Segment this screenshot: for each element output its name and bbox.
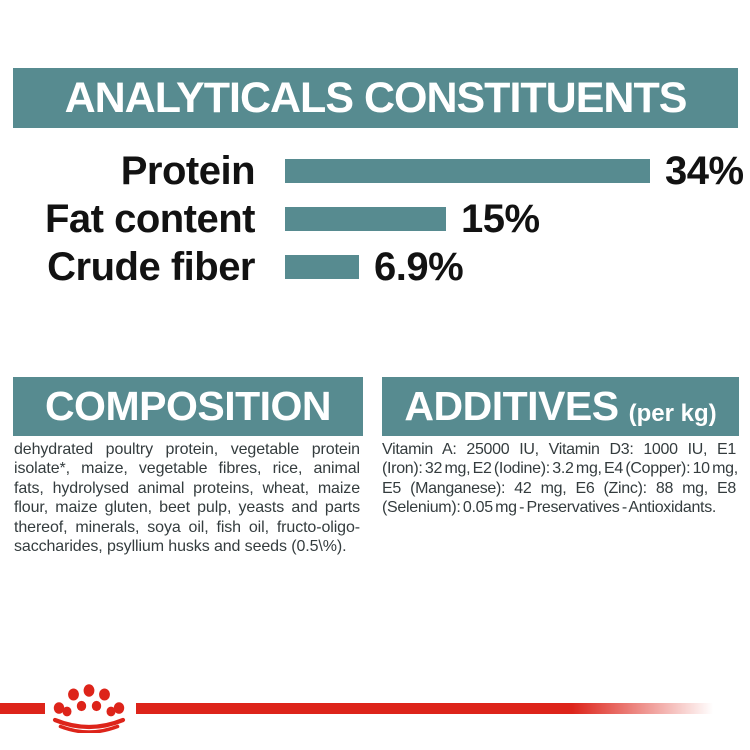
chart-bar-crude-fiber <box>285 255 359 279</box>
text-line: isolate*, maize, vegetable fibres, rice,… <box>14 460 360 478</box>
chart-value-label: 15% <box>461 197 540 241</box>
text-line: fats, hydrolysed animal proteins, wheat,… <box>14 479 360 497</box>
additives-title: ADDITIVES <box>404 383 619 429</box>
chart-category-label: Crude fiber <box>47 245 255 289</box>
chart-category-label: Protein <box>120 149 256 193</box>
chart-row-crude-fiber: Crude fiber 6.9% <box>0 245 750 289</box>
analyticals-title: ANALYTICALS CONSTITUENTS <box>64 73 688 122</box>
chart-row-protein: Protein 34% <box>0 149 750 193</box>
additives-per-kg-label: (per kg) <box>628 400 717 427</box>
text-line: dehydrated poultry protein, vegetable pr… <box>14 441 360 458</box>
text-line: E5 (Manganese): 42 mg, E6 (Zinc): 88 mg,… <box>382 479 736 497</box>
chart-bar-protein <box>285 159 650 183</box>
composition-header-band: COMPOSITION <box>13 377 363 436</box>
divider-line-left <box>0 703 45 714</box>
text-line: Vitamin A: 25000 IU, Vitamin D3: 1000 IU… <box>382 441 736 458</box>
chart-value-label: 34% <box>665 149 744 193</box>
composition-title: COMPOSITION <box>44 383 332 429</box>
text-line: (Selenium): 0.05 mg - Preservatives - An… <box>382 499 717 517</box>
chart-value-label: 6.9% <box>374 245 464 289</box>
text-line: flour, maize gluten, beet pulp, yeasts a… <box>14 499 360 517</box>
analyticals-header-band: ANALYTICALS CONSTITUENTS <box>13 68 738 128</box>
composition-text: dehydrated poultry protein, vegetable pr… <box>14 440 360 556</box>
chart-category-label: Fat content <box>44 197 256 241</box>
text-line: saccharides, psyllium husks and seeds (0… <box>14 538 347 556</box>
text-line: thereof, minerals, soya oil, fish oil, f… <box>14 518 360 536</box>
chart-row-fat-content: Fat content 15% <box>0 197 750 241</box>
royal-canin-crown-icon <box>52 684 126 733</box>
additives-text: Vitamin A: 25000 IU, Vitamin D3: 1000 IU… <box>382 440 738 518</box>
chart-bar-fat-content <box>285 207 446 231</box>
divider-line-right <box>136 703 750 714</box>
text-line: (Iron): 32 mg, E2 (Iodine): 3.2 mg, E4 (… <box>382 460 738 478</box>
additives-header-band: ADDITIVES (per kg) <box>382 377 739 436</box>
